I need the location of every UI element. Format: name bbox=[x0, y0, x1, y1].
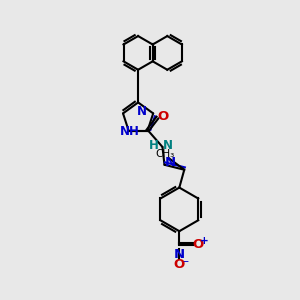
Text: O: O bbox=[158, 110, 169, 123]
Text: CH₃: CH₃ bbox=[156, 149, 175, 159]
Text: N: N bbox=[165, 156, 176, 169]
Text: N: N bbox=[137, 105, 147, 118]
Text: O: O bbox=[193, 238, 204, 250]
Text: NH: NH bbox=[120, 124, 140, 138]
Text: +: + bbox=[200, 236, 208, 246]
Text: N: N bbox=[163, 140, 172, 152]
Text: ⁻: ⁻ bbox=[182, 258, 188, 272]
Text: H: H bbox=[148, 140, 158, 152]
Text: O: O bbox=[174, 258, 185, 272]
Text: N: N bbox=[174, 248, 185, 261]
